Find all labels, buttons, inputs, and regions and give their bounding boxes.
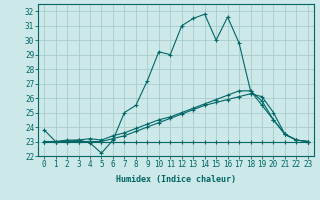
X-axis label: Humidex (Indice chaleur): Humidex (Indice chaleur): [116, 175, 236, 184]
